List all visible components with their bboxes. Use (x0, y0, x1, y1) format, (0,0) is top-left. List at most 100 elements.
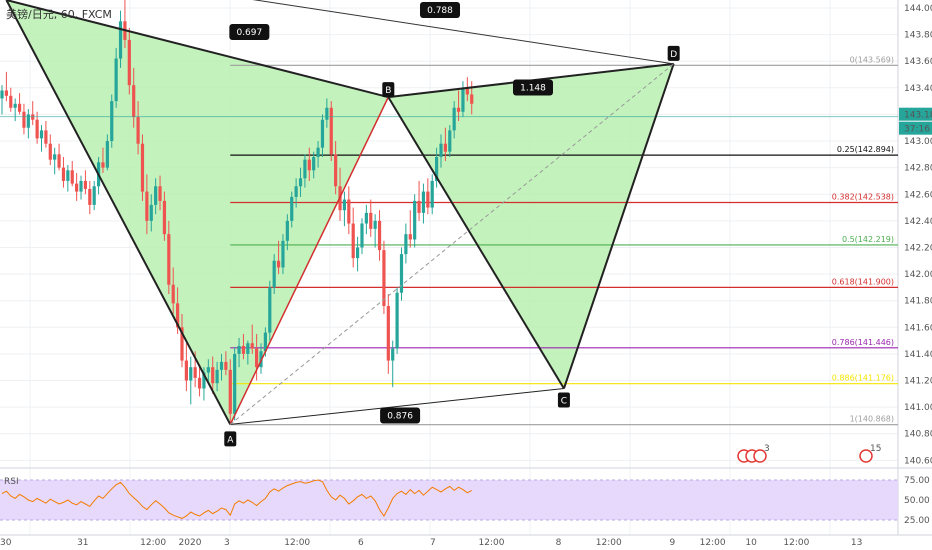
candle-body (110, 101, 114, 142)
price-tick-label: 140.800 (904, 430, 932, 440)
point-label-a-box (224, 431, 237, 447)
time-tick-label: 12:00 (140, 538, 166, 548)
candle-body (114, 58, 118, 102)
price-axis[interactable]: 144.000143.800143.600143.400143.200143.0… (899, 4, 932, 466)
ratio-bd-box (512, 79, 553, 96)
pattern-fill-bcd (388, 63, 674, 389)
pattern-lines[interactable]: 0.697 0.788 1.148 0.876 A B C D (5, 0, 680, 447)
candle-body (48, 143, 52, 160)
fib-levels[interactable]: 0(143.569) 0.25(142.894) 0.382(142.538) 0.5… (230, 55, 898, 426)
ratio-xb: 0.697 (236, 28, 262, 38)
candle-body (197, 377, 202, 389)
fib-label: 0.5(142.219) (842, 235, 894, 244)
time-tick-label: 10 (745, 538, 757, 548)
candle-body (399, 254, 404, 293)
candle-body (202, 372, 206, 389)
ratio-bd: 1.148 (520, 83, 546, 93)
price-tick-label: 143.800 (904, 31, 932, 41)
price-tick-label: 143.600 (904, 57, 932, 67)
candle-body (189, 367, 193, 381)
event-icon (859, 449, 873, 463)
leg-cd-outline (562, 63, 675, 389)
candle-body (439, 143, 443, 157)
time-tick-label: 7 (430, 538, 436, 548)
price-tick-label: 142.800 (904, 164, 932, 174)
time-tick-label: 12:00 (596, 538, 622, 548)
candle-body (391, 348, 395, 361)
countdown-value: 37:16 (904, 125, 930, 135)
candle-body (13, 103, 17, 108)
point-label-b-box (382, 82, 395, 98)
rsi-pane: 75.00 50.00 25.00 RSI (0, 476, 930, 526)
candle-body (448, 130, 452, 152)
event-count: 15 (870, 444, 881, 454)
price-tick-label: 141.600 (904, 323, 932, 333)
candle-body (241, 345, 246, 354)
countdown-tag (899, 121, 932, 135)
candle-body (88, 188, 92, 205)
price-tick-label: 143.400 (904, 84, 932, 94)
time-tick-label: 31 (77, 538, 88, 548)
candle-body (255, 348, 259, 368)
price-tick-label: 141.200 (904, 377, 932, 387)
time-tick-label: 12:00 (783, 538, 809, 548)
candle-body (132, 85, 136, 118)
candle-body (404, 234, 408, 255)
candle-body (347, 199, 351, 224)
candle-body (145, 191, 149, 221)
time-axis[interactable]: 30 31 12:00 2020 3 12:00 6 7 12:00 8 12:00 9 12:00 10… (0, 538, 862, 548)
candle-body (206, 367, 210, 373)
candle-body (470, 94, 474, 104)
time-tick-label: 8 (556, 538, 562, 548)
candle-body (224, 361, 228, 370)
leg-xd (252, 0, 674, 65)
point-label-a: A (227, 435, 234, 445)
candle-body (171, 284, 175, 304)
candle-body (312, 156, 316, 171)
candle-body (17, 103, 22, 112)
candle-body (413, 200, 417, 240)
candle-body (303, 159, 307, 179)
rsi-tick-label: 25.00 (904, 516, 930, 526)
price-tick-label: 141.800 (904, 297, 932, 307)
leg-xb (6, 0, 389, 99)
point-label-d-box (667, 45, 680, 61)
candle-body (39, 130, 44, 139)
candle-body (351, 223, 355, 259)
candle-body (228, 369, 232, 414)
symbol-title[interactable]: 美镑/日元, 60, FXCM (6, 8, 112, 21)
candle-body (61, 167, 66, 181)
fib-label: 0.786(141.446) (832, 338, 894, 347)
rsi-tick-label: 75.00 (904, 476, 930, 486)
candle-body (75, 183, 79, 192)
ratio-ac-box (380, 407, 421, 424)
candle-body (66, 170, 70, 181)
candle-body (136, 117, 140, 144)
candle-body (382, 250, 386, 307)
pattern-fill-xab (6, 0, 389, 425)
candle-body (193, 367, 197, 378)
candle-body (386, 306, 390, 361)
leg-bc (387, 96, 565, 390)
candle-body (307, 159, 311, 171)
price-tick-label: 141.400 (904, 350, 932, 360)
candle-body (320, 119, 325, 148)
candle-body (435, 156, 439, 181)
candle-body (246, 343, 250, 354)
price-tick-label: 144.000 (904, 4, 932, 14)
candle-body (180, 327, 184, 361)
fib-label: 0(143.569) (850, 55, 894, 64)
harmonic-pattern[interactable] (6, 0, 674, 425)
candle-body (334, 154, 338, 187)
event-markers[interactable]: 3 15 (737, 444, 881, 463)
candle-body (101, 162, 105, 168)
candle-body (35, 119, 39, 139)
time-tick-label: 3 (224, 538, 230, 548)
candle-body (70, 170, 74, 184)
fib-label: 0.25(142.894) (837, 145, 894, 154)
leg-xa (5, 0, 232, 425)
fib-label: 0.618(141.900) (832, 277, 894, 286)
price-tick-label: 142.600 (904, 190, 932, 200)
candle-body (452, 107, 456, 131)
